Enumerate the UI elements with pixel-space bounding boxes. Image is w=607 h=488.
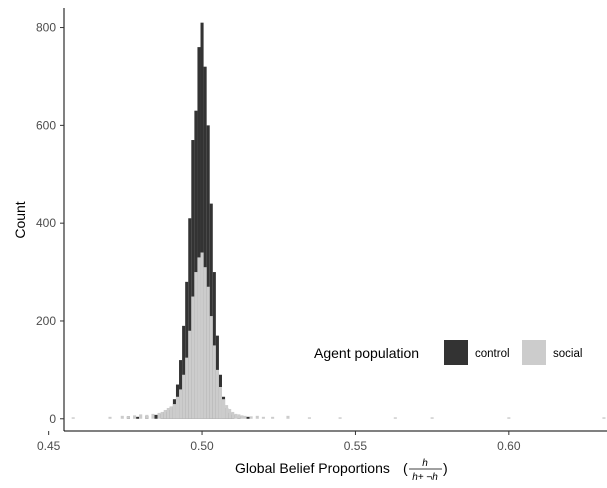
social-bar [151, 413, 155, 419]
social-bar [234, 413, 238, 419]
social-bar [209, 316, 213, 419]
social-bar [126, 416, 130, 419]
control-bar [191, 140, 195, 419]
x-tick-label: 0.60 [497, 439, 521, 453]
control-bar [136, 416, 140, 419]
x-axis-title-fraction-denominator: h+ ¬h [412, 472, 438, 483]
x-axis-title-fraction-numerator: h [422, 458, 428, 469]
social-bar [166, 408, 170, 419]
social-bar [71, 417, 75, 419]
social-bar [175, 396, 180, 419]
control-bar [197, 47, 201, 419]
social-bar [507, 417, 511, 419]
social-bar [286, 415, 290, 419]
social-bar [200, 252, 204, 419]
social-bar [221, 399, 226, 419]
social-bar [108, 416, 112, 419]
y-tick-label: 400 [36, 216, 56, 230]
social-bar [237, 414, 241, 419]
social-bar [169, 406, 173, 419]
social-bar [160, 411, 164, 419]
social-bar [157, 412, 161, 419]
control-bar [203, 66, 207, 419]
y-axis-title: Count [12, 201, 28, 238]
social-bar [172, 404, 176, 419]
legend-label-social: social [553, 348, 582, 360]
social-bar [194, 272, 198, 419]
social-bars [71, 252, 606, 419]
social-bar [212, 345, 216, 419]
social-bar [179, 389, 183, 419]
social-bar [261, 416, 265, 419]
x-tick-label: 0.55 [344, 439, 368, 453]
social-bar [163, 409, 167, 419]
social-bar [338, 417, 342, 419]
social-bar [430, 417, 434, 419]
social-bar [133, 415, 137, 419]
social-bar [393, 417, 397, 419]
social-bar [188, 330, 192, 419]
social-bar [120, 415, 124, 419]
control-bar [200, 22, 204, 419]
social-bar [240, 415, 244, 419]
x-axis-title-open-paren: ( [403, 460, 408, 476]
legend: Agent population control social [314, 340, 582, 365]
control-bar [185, 281, 189, 419]
y-axis-ticks: 0 200 400 600 800 [36, 21, 64, 426]
y-tick-label: 200 [36, 314, 56, 328]
social-bar [145, 414, 149, 419]
social-bar [218, 386, 222, 419]
social-bar [191, 296, 195, 419]
x-axis-ticks: 0.45 0.50 0.55 0.60 [37, 431, 521, 453]
control-bar [246, 416, 250, 419]
legend-key-control [444, 340, 468, 365]
social-bar [185, 357, 189, 419]
social-bar [249, 416, 253, 419]
control-bar [188, 218, 192, 419]
social-bar [228, 408, 232, 419]
x-axis-title-close-paren: ) [443, 460, 448, 476]
social-bar [271, 416, 275, 419]
social-bar [307, 417, 311, 419]
social-bar [206, 286, 210, 419]
x-axis-title: Global Belief Proportions [235, 460, 390, 476]
control-bar [206, 125, 210, 419]
legend-key-social [522, 340, 546, 365]
legend-title: Agent population [314, 345, 419, 361]
social-bar [203, 267, 207, 419]
social-bar [225, 405, 229, 419]
social-bar [197, 257, 201, 419]
x-tick-label: 0.45 [37, 439, 61, 453]
y-tick-label: 800 [36, 21, 56, 35]
legend-label-control: control [475, 348, 510, 360]
social-bar [602, 417, 606, 419]
control-bar [154, 414, 158, 419]
control-bar [182, 325, 186, 419]
social-bar [255, 415, 259, 419]
control-bar [194, 110, 198, 419]
x-axis-title-group: Global Belief Proportions ( h h+ ¬h ) [235, 458, 448, 483]
social-bar [182, 374, 186, 419]
social-bar [231, 411, 235, 419]
control-bars [126, 22, 250, 419]
y-tick-label: 600 [36, 118, 56, 132]
y-tick-label: 0 [49, 412, 56, 426]
control-bar [209, 203, 213, 419]
social-bar [139, 414, 143, 419]
social-bar [215, 369, 219, 419]
x-tick-label: 0.50 [190, 439, 214, 453]
social-bar [243, 415, 247, 419]
